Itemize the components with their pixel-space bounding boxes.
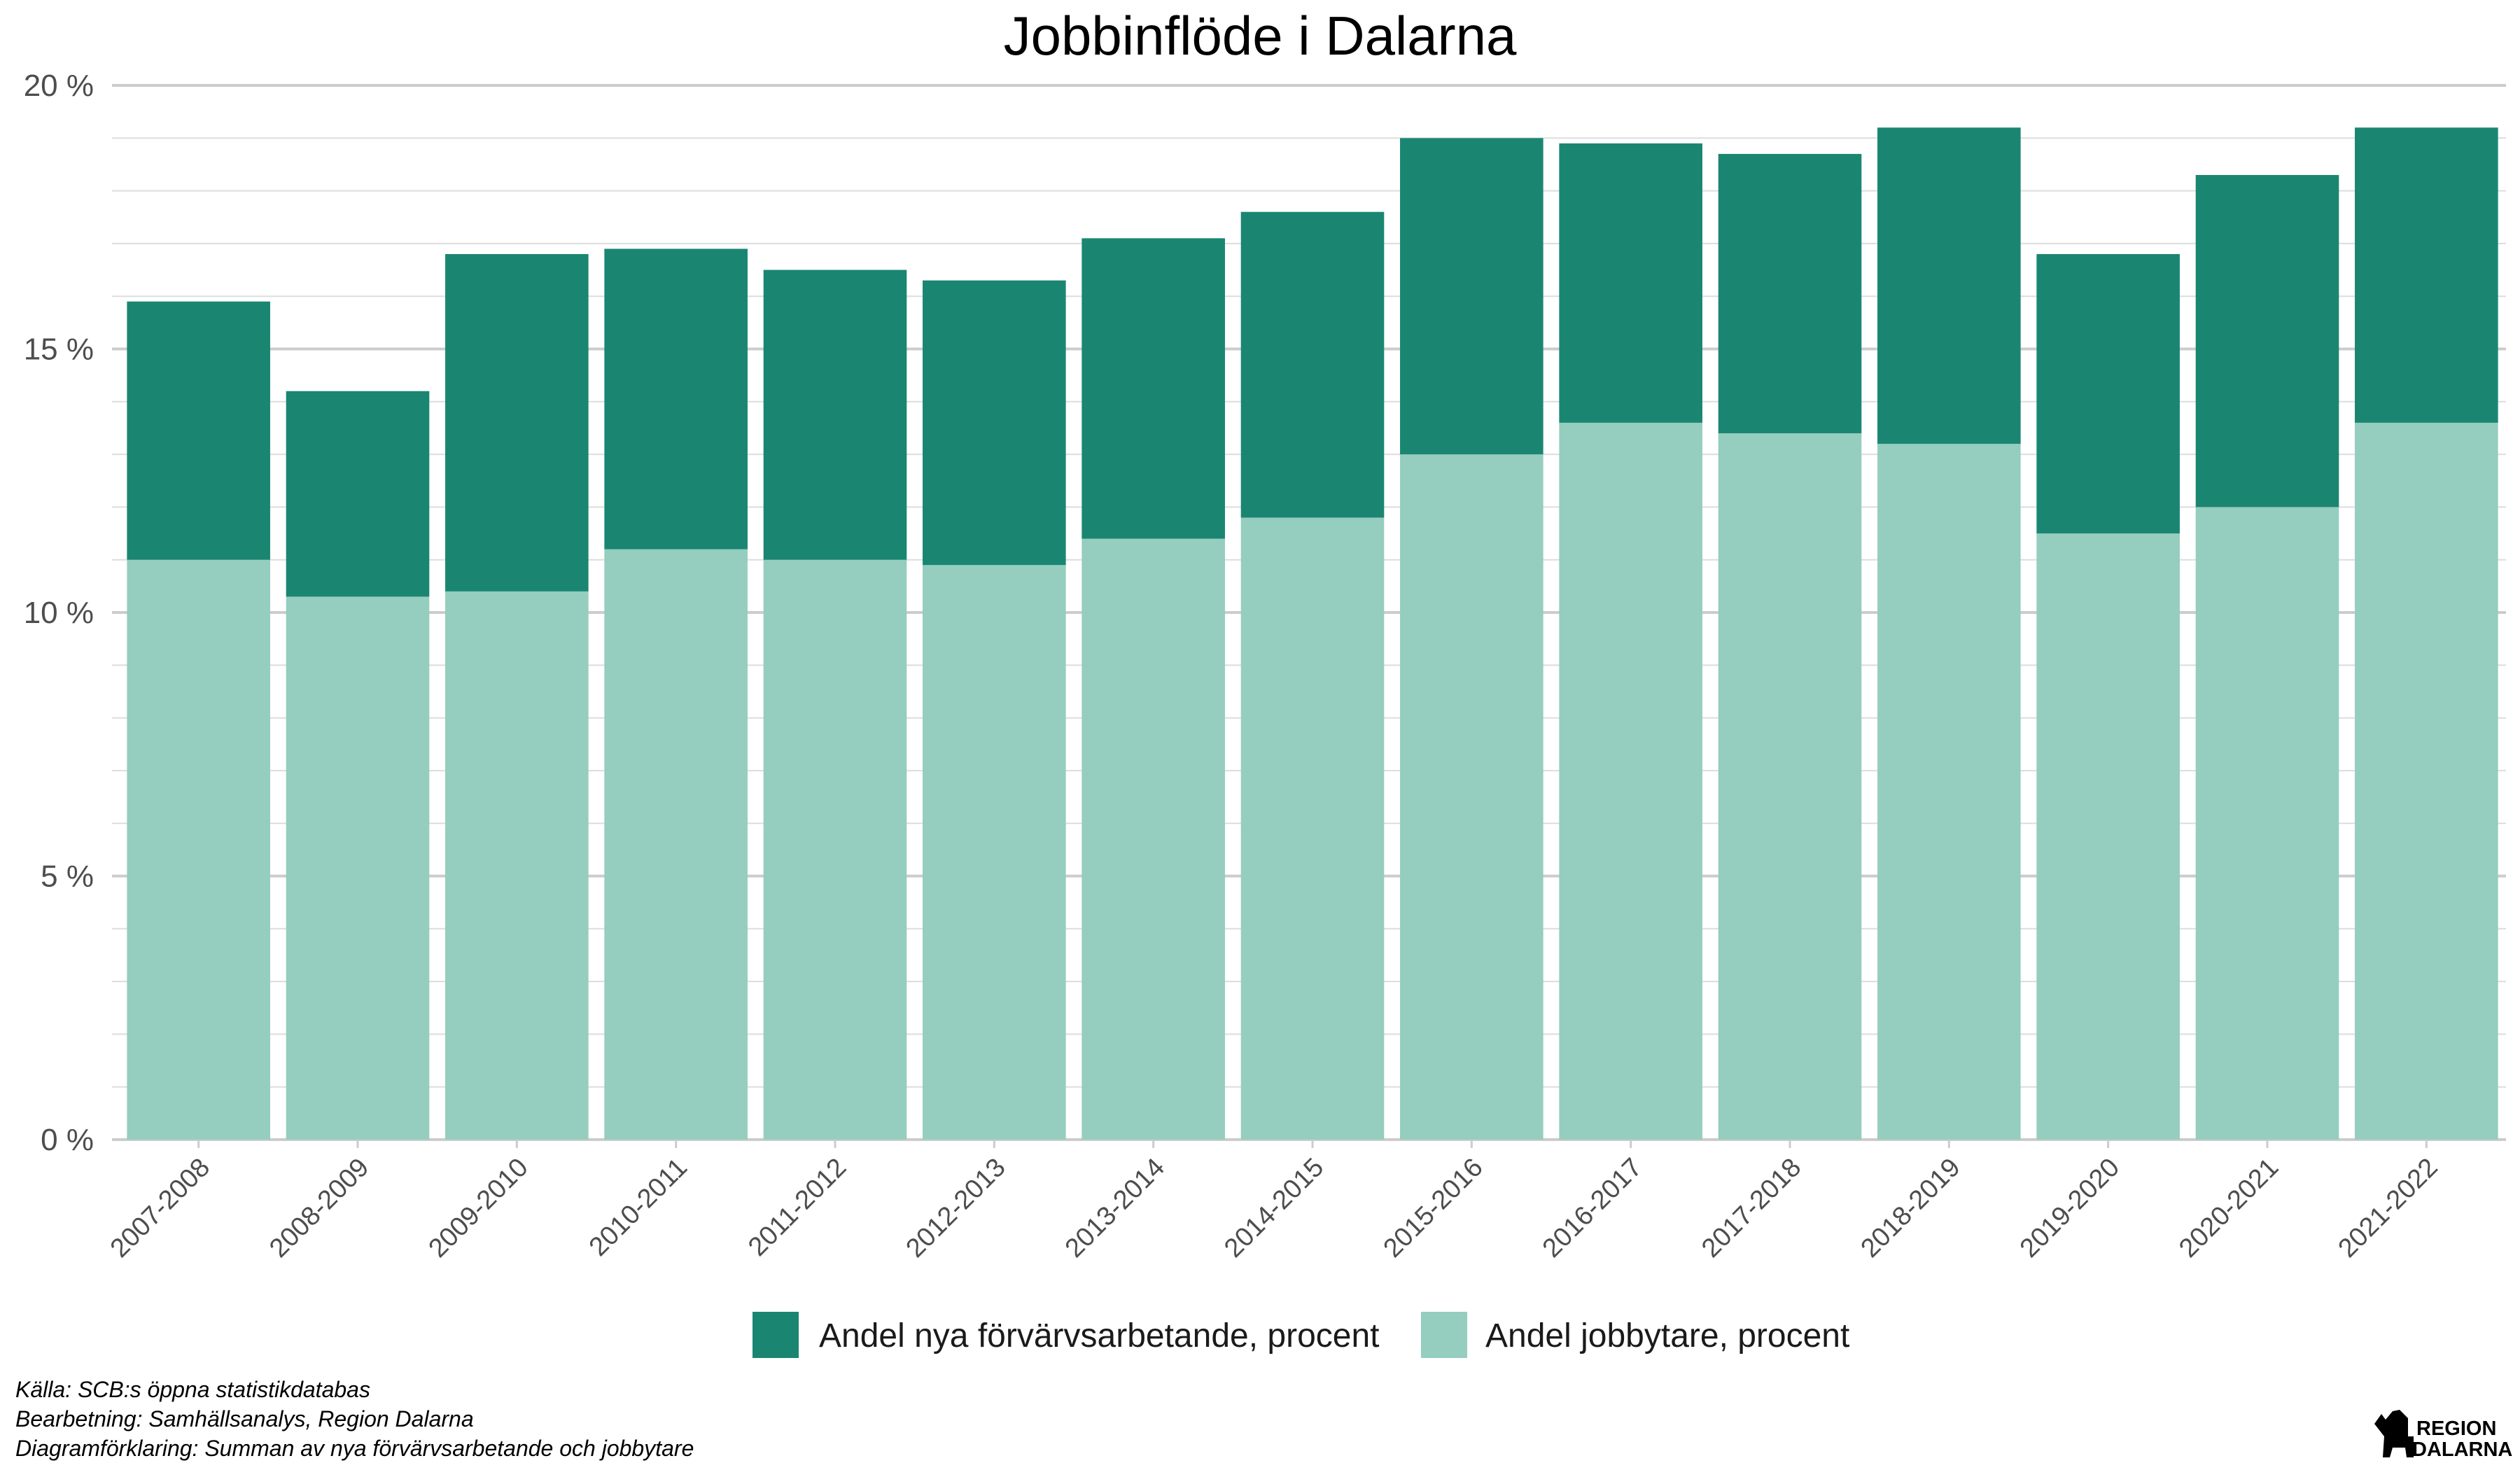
x-tick-label: 2010-2011 [584, 1153, 693, 1262]
bar-segment-jobbytare-2013-2014 [1082, 538, 1225, 1140]
x-tick-label: 2013-2014 [1060, 1153, 1170, 1264]
bar-segment-nya-forvarvsarbetande-2019-2020 [2036, 253, 2180, 534]
bar-segment-jobbytare-2018-2019 [1877, 444, 2021, 1140]
bar-segment-jobbytare-2017-2018 [1718, 433, 1862, 1140]
bar-segment-jobbytare-2020-2021 [2195, 507, 2339, 1140]
x-tick-label: 2019-2020 [2015, 1153, 2125, 1264]
bar-segment-jobbytare-2021-2022 [2355, 422, 2498, 1140]
dala-horse-icon [2374, 1410, 2414, 1457]
bar-segment-nya-forvarvsarbetande-2018-2019 [1877, 127, 2021, 444]
source-note: Källa: SCB:s öppna statistikdatabas [15, 1377, 370, 1402]
y-tick-label: 0 % [41, 1123, 94, 1157]
bar-segment-jobbytare-2014-2015 [1240, 517, 1385, 1140]
bar-segment-jobbytare-2015-2016 [1400, 454, 1544, 1140]
logo-text-line2: DALARNA [2412, 1438, 2512, 1461]
x-tick-label: 2011-2012 [743, 1153, 852, 1262]
x-tick-label: 2016-2017 [1537, 1153, 1648, 1264]
x-tick-label: 2018-2019 [1855, 1153, 1966, 1264]
bar-segment-nya-forvarvsarbetande-2010-2011 [604, 248, 748, 550]
bar-segment-jobbytare-2008-2009 [286, 596, 430, 1140]
bar-segment-jobbytare-2011-2012 [763, 559, 907, 1140]
y-axis: 0 % 5 % 10 % 15 % 20 % [24, 69, 94, 1157]
x-tick-label: 2007-2008 [105, 1153, 216, 1264]
explanation-note: Diagramförklaring: Summan av nya förvärv… [15, 1436, 694, 1461]
y-tick-label: 10 % [24, 596, 94, 630]
bars [127, 127, 2498, 1140]
bar-segment-nya-forvarvsarbetande-2013-2014 [1082, 238, 1225, 539]
y-tick-label: 20 % [24, 69, 94, 103]
legend-swatch [752, 1312, 799, 1358]
x-tick-label: 2012-2013 [900, 1153, 1011, 1264]
bar-segment-jobbytare-2019-2020 [2036, 533, 2180, 1140]
y-tick-label: 5 % [41, 860, 94, 894]
legend: Andel nya förvärvsarbetande, procent Ande… [752, 1312, 1849, 1358]
bar-segment-nya-forvarvsarbetande-2020-2021 [2195, 175, 2339, 507]
legend-label: Andel nya förvärvsarbetande, procent [819, 1317, 1379, 1354]
processing-note: Bearbetning: Samhällsanalys, Region Dala… [15, 1406, 474, 1432]
bar-segment-nya-forvarvsarbetande-2021-2022 [2355, 127, 2498, 423]
bar-segment-nya-forvarvsarbetande-2009-2010 [445, 253, 589, 592]
x-tick-label: 2008-2009 [264, 1153, 374, 1264]
x-tick-label: 2015-2016 [1378, 1153, 1488, 1264]
bar-segment-jobbytare-2012-2013 [923, 565, 1066, 1140]
x-tick-label: 2009-2010 [423, 1153, 533, 1264]
legend-label: Andel jobbytare, procent [1485, 1317, 1849, 1354]
y-tick-label: 15 % [24, 332, 94, 367]
bar-segment-nya-forvarvsarbetande-2012-2013 [923, 280, 1066, 566]
bar-segment-nya-forvarvsarbetande-2011-2012 [763, 270, 907, 560]
bar-segment-jobbytare-2009-2010 [445, 591, 589, 1140]
x-tick-label: 2014-2015 [1219, 1153, 1329, 1264]
legend-swatch [1421, 1312, 1467, 1358]
bar-segment-nya-forvarvsarbetande-2007-2008 [127, 301, 270, 560]
x-tick-label: 2021-2022 [2332, 1153, 2443, 1264]
bar-segment-nya-forvarvsarbetande-2015-2016 [1400, 138, 1544, 455]
logo-text-line1: REGION [2416, 1418, 2496, 1440]
bar-segment-jobbytare-2010-2011 [604, 549, 748, 1140]
bar-segment-nya-forvarvsarbetande-2016-2017 [1559, 143, 1702, 423]
bar-segment-jobbytare-2007-2008 [127, 559, 270, 1140]
region-dalarna-logo: REGION DALARNA [2374, 1410, 2512, 1461]
x-tick-label: 2020-2021 [2174, 1153, 2284, 1264]
bar-segment-nya-forvarvsarbetande-2017-2018 [1718, 153, 1862, 433]
footer-notes: Källa: SCB:s öppna statistikdatabas Bear… [15, 1377, 694, 1461]
x-axis: 2007-2008 2008-2009 2009-2010 2010-2011 2011… [105, 1140, 2444, 1264]
x-tick-label: 2017-2018 [1696, 1153, 1807, 1264]
bar-segment-jobbytare-2016-2017 [1559, 422, 1702, 1140]
bar-segment-nya-forvarvsarbetande-2014-2015 [1240, 211, 1385, 518]
bar-segment-nya-forvarvsarbetande-2008-2009 [286, 391, 430, 597]
chart-title: Jobbinflöde i Dalarna [1004, 5, 1517, 66]
